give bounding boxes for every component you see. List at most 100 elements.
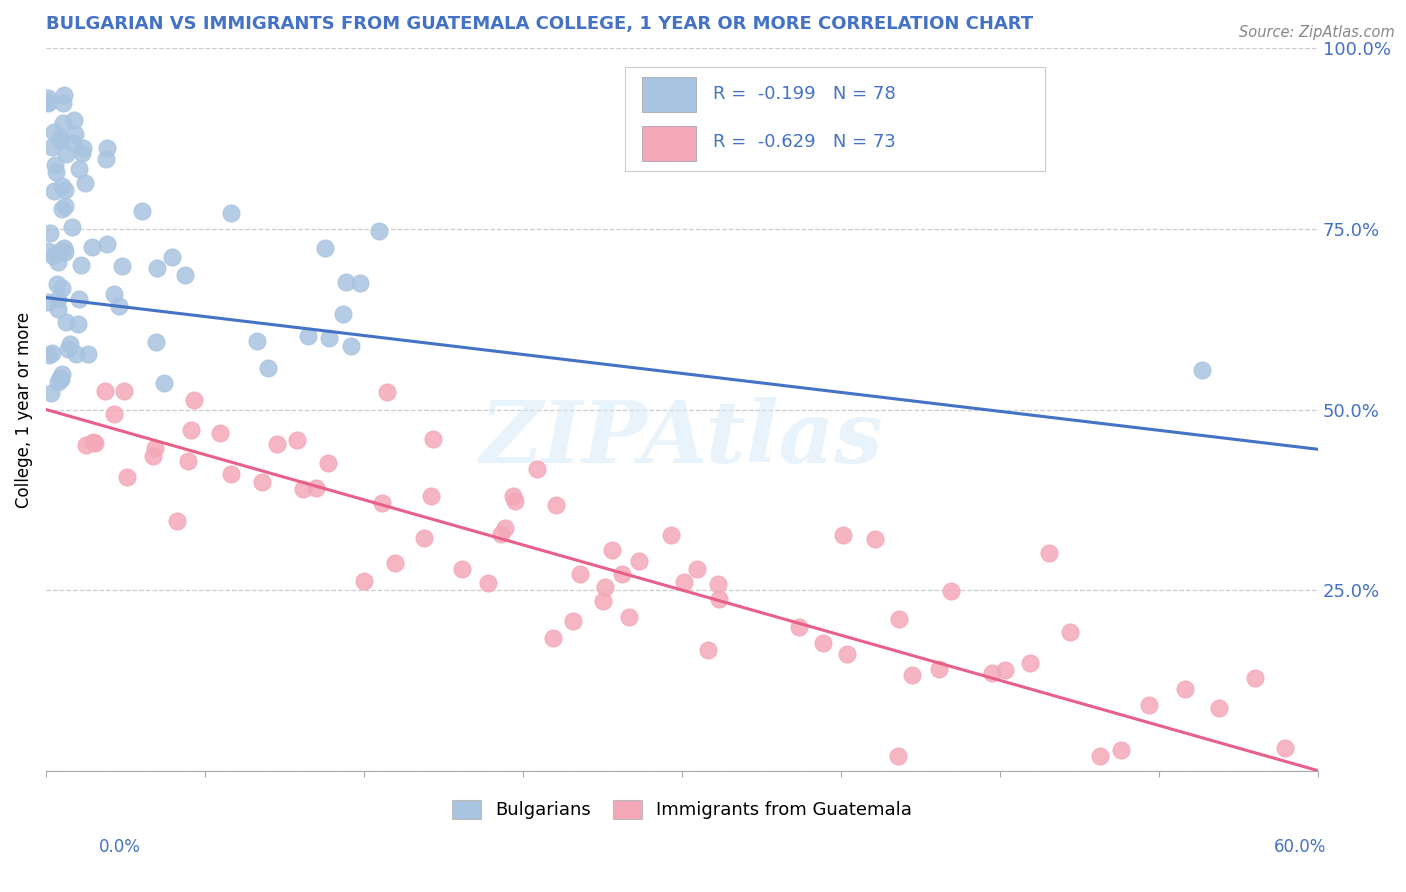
- Point: [503, 493, 526, 508]
- Point: [541, 631, 564, 645]
- Point: [686, 562, 709, 576]
- Point: [245, 334, 267, 348]
- Point: [477, 575, 499, 590]
- Point: [41, 345, 63, 359]
- Text: BULGARIAN VS IMMIGRANTS FROM GUATEMALA COLLEGE, 1 YEAR OR MORE CORRELATION CHART: BULGARIAN VS IMMIGRANTS FROM GUATEMALA C…: [46, 15, 1033, 33]
- Point: [51, 178, 73, 193]
- Point: [1208, 701, 1230, 715]
- Point: [835, 647, 858, 661]
- Point: [55, 147, 77, 161]
- Point: [131, 204, 153, 219]
- Text: 0.0%: 0.0%: [98, 838, 141, 855]
- Point: [37, 95, 59, 110]
- Point: [593, 580, 616, 594]
- Point: [1109, 743, 1132, 757]
- Point: [941, 583, 963, 598]
- Point: [546, 499, 568, 513]
- Point: [53, 183, 76, 197]
- Point: [208, 425, 231, 440]
- Point: [42, 249, 65, 263]
- Point: [45, 165, 67, 179]
- Point: [112, 384, 135, 398]
- Point: [73, 176, 96, 190]
- Point: [160, 250, 183, 264]
- Point: [108, 299, 131, 313]
- Point: [52, 88, 75, 103]
- Point: [46, 255, 69, 269]
- Point: [142, 449, 165, 463]
- Point: [70, 146, 93, 161]
- Point: [314, 241, 336, 255]
- Point: [75, 438, 97, 452]
- Point: [58, 336, 80, 351]
- Point: [672, 575, 695, 590]
- Point: [60, 219, 83, 234]
- Point: [96, 141, 118, 155]
- Point: [340, 339, 363, 353]
- Point: [66, 317, 89, 331]
- Point: [48, 133, 70, 147]
- Point: [51, 281, 73, 295]
- Point: [297, 328, 319, 343]
- Point: [145, 335, 167, 350]
- Point: [787, 620, 810, 634]
- Point: [1090, 749, 1112, 764]
- Point: [48, 292, 70, 306]
- Point: [103, 287, 125, 301]
- Point: [183, 392, 205, 407]
- Point: [384, 556, 406, 570]
- Point: [707, 591, 730, 606]
- Text: Source: ZipAtlas.com: Source: ZipAtlas.com: [1239, 25, 1395, 40]
- Point: [980, 665, 1002, 680]
- Point: [1191, 363, 1213, 377]
- Point: [76, 347, 98, 361]
- Point: [221, 205, 243, 219]
- Point: [707, 577, 730, 591]
- Point: [811, 636, 834, 650]
- Point: [627, 554, 650, 568]
- Point: [65, 347, 87, 361]
- Point: [610, 567, 633, 582]
- Point: [46, 376, 69, 390]
- Point: [82, 240, 104, 254]
- Point: [37, 95, 59, 109]
- Point: [887, 748, 910, 763]
- Point: [1137, 698, 1160, 712]
- Point: [659, 528, 682, 542]
- Point: [37, 294, 59, 309]
- Text: ZIPAtlas: ZIPAtlas: [481, 397, 884, 480]
- Point: [318, 331, 340, 345]
- Point: [375, 385, 398, 400]
- Point: [49, 371, 72, 385]
- Point: [1059, 624, 1081, 639]
- Point: [44, 184, 66, 198]
- Point: [1038, 546, 1060, 560]
- Point: [305, 481, 328, 495]
- Point: [44, 158, 66, 172]
- Point: [562, 614, 585, 628]
- Point: [44, 125, 66, 139]
- Point: [353, 574, 375, 588]
- Point: [103, 408, 125, 422]
- Point: [49, 371, 72, 385]
- Point: [37, 91, 59, 105]
- Point: [266, 437, 288, 451]
- Point: [332, 307, 354, 321]
- Point: [115, 470, 138, 484]
- Point: [697, 642, 720, 657]
- Point: [111, 260, 134, 274]
- Point: [219, 467, 242, 481]
- Point: [63, 112, 86, 127]
- Point: [38, 348, 60, 362]
- Point: [335, 276, 357, 290]
- Point: [1244, 671, 1267, 685]
- Point: [41, 139, 63, 153]
- Point: [52, 242, 75, 256]
- Point: [887, 612, 910, 626]
- Point: [177, 454, 200, 468]
- Point: [49, 131, 72, 145]
- Point: [56, 343, 79, 357]
- Point: [617, 609, 640, 624]
- Point: [994, 663, 1017, 677]
- Point: [153, 376, 176, 390]
